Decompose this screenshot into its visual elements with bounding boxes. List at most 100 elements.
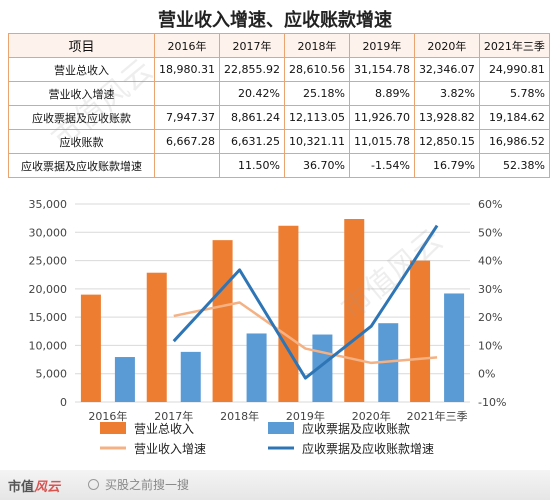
brand-logo[interactable]: 市值风云 xyxy=(8,476,60,495)
y-right-tick-label: 10% xyxy=(478,339,502,352)
table-cell: 3.82% xyxy=(413,81,480,106)
table-row-label: 营业收入增速 xyxy=(8,81,155,106)
data-table-wrap: 项目 2016年 2017年 2018年 2019年 2020年 2021年三季… xyxy=(8,33,550,178)
table-row: 应收票据及应收账款增速 11.50% 36.70% -1.54% 16.79% … xyxy=(8,153,550,178)
table-cell: 6,667.28 xyxy=(154,129,220,154)
y-left-tick-label: 10,000 xyxy=(29,339,68,352)
table-cell: 22,855.92 xyxy=(218,57,285,82)
bar-revenue xyxy=(344,219,365,402)
bar-revenue xyxy=(212,240,233,402)
table-cell: 32,346.07 xyxy=(413,57,480,82)
legend-label: 营业总收入 xyxy=(134,422,194,436)
search-placeholder: 买股之前搜一搜 xyxy=(105,478,190,492)
y-right-tick-label: 40% xyxy=(478,255,502,268)
table-cell: 18,980.31 xyxy=(154,57,220,82)
table-cell: -1.54% xyxy=(348,153,415,178)
table-cell: 36.70% xyxy=(283,153,350,178)
y-right-tick-label: 50% xyxy=(478,226,502,239)
table-cell: 10,321.11 xyxy=(283,129,350,154)
table-row: 营业收入增速 20.42% 25.18% 8.89% 3.82% 5.78% xyxy=(8,81,550,106)
legend-label: 营业收入增速 xyxy=(134,442,206,456)
table-cell: 12,113.05 xyxy=(283,105,350,130)
table-row-label: 应收账款 xyxy=(8,129,155,154)
x-tick-label: 2021年三季 xyxy=(407,409,468,423)
y-right-tick-label: 30% xyxy=(478,283,502,296)
table-row: 应收账款 6,667.28 6,631.25 10,321.11 11,015.… xyxy=(8,129,550,154)
x-tick-label: 2016年 xyxy=(88,409,127,423)
y-left-tick-label: 35,000 xyxy=(29,198,68,211)
table-row-label: 应收票据及应收账款 xyxy=(8,105,155,130)
table-cell: 25.18% xyxy=(283,81,350,106)
y-left-tick-label: 20,000 xyxy=(29,283,68,296)
y-right-tick-label: 0% xyxy=(478,368,495,381)
legend-label: 应收票据及应收账款增速 xyxy=(302,441,434,456)
table-cell: 19,184.62 xyxy=(478,105,550,130)
table-row-label: 营业总收入 xyxy=(8,57,155,82)
bar-revenue xyxy=(410,260,431,402)
y-right-tick-label: 60% xyxy=(478,198,502,211)
y-left-tick-label: 0 xyxy=(60,396,67,409)
table-header-cell: 项目 xyxy=(8,33,155,58)
table-cell xyxy=(154,81,220,106)
table-header-cell: 2017年 xyxy=(218,33,285,58)
table-header-cell: 2018年 xyxy=(283,33,350,58)
table-header-cell: 2021年三季 xyxy=(478,33,550,58)
legend-swatch xyxy=(268,422,294,434)
logo-main-text: 市值 xyxy=(8,480,35,495)
table-header-cell: 2016年 xyxy=(154,33,220,58)
y-right-tick-label: 20% xyxy=(478,311,502,324)
logo-accent-text: 风云 xyxy=(34,480,61,495)
bar-revenue xyxy=(146,272,167,402)
table-cell: 11.50% xyxy=(218,153,285,178)
bar-receivables xyxy=(180,351,201,402)
table-cell: 20.42% xyxy=(218,81,285,106)
y-left-tick-label: 30,000 xyxy=(29,226,68,239)
table-row: 应收票据及应收账款 7,947.37 8,861.24 12,113.05 11… xyxy=(8,105,550,130)
table-cell: 8.89% xyxy=(348,81,415,106)
table-cell: 31,154.78 xyxy=(348,57,415,82)
table-header-cell: 2019年 xyxy=(348,33,415,58)
table-cell: 5.78% xyxy=(478,81,550,106)
table-cell: 16.79% xyxy=(413,153,480,178)
search-box[interactable]: 买股之前搜一搜 xyxy=(88,476,189,493)
table-cell: 6,631.25 xyxy=(218,129,285,154)
legend-label: 应收票据及应收账款 xyxy=(302,421,410,436)
x-tick-label: 2020年 xyxy=(352,409,391,423)
y-right-tick-label: -10% xyxy=(478,396,506,409)
table-cell: 7,947.37 xyxy=(154,105,220,130)
table-cell: 11,926.70 xyxy=(348,105,415,130)
table-row: 营业总收入 18,980.31 22,855.92 28,610.56 31,1… xyxy=(8,57,550,82)
table-cell: 13,928.82 xyxy=(413,105,480,130)
table-cell: 8,861.24 xyxy=(218,105,285,130)
line-series-revenue-growth xyxy=(173,301,438,365)
y-left-tick-label: 15,000 xyxy=(29,311,68,324)
table-header-row: 项目 2016年 2017年 2018年 2019年 2020年 2021年三季 xyxy=(8,33,550,58)
table-cell: 11,015.78 xyxy=(348,129,415,154)
table-cell: 24,990.81 xyxy=(478,57,550,82)
page-title: 营业收入增速、应收账款增速 xyxy=(158,10,392,31)
bar-receivables xyxy=(114,357,135,402)
table-cell: 28,610.56 xyxy=(283,57,350,82)
table-cell: 52.38% xyxy=(478,153,550,178)
bar-receivables xyxy=(444,293,465,402)
table-cell: 16,986.52 xyxy=(478,129,550,154)
combo-chart: 0 5,000 10,000 15,000 20,000 25,000 30,000 35,0… xyxy=(0,190,550,466)
table-row-label: 应收票据及应收账款增速 xyxy=(8,153,155,178)
search-icon xyxy=(88,479,99,490)
chart-svg: 0 5,000 10,000 15,000 20,000 25,000 30,000 35,0… xyxy=(29,198,507,456)
x-tick-label: 2019年 xyxy=(286,409,325,423)
table-cell xyxy=(154,153,220,178)
bar-receivables xyxy=(312,334,333,402)
legend-swatch xyxy=(100,422,126,434)
y-left-tick-label: 25,000 xyxy=(29,255,68,268)
x-tick-label: 2018年 xyxy=(220,409,259,423)
y-left-tick-label: 5,000 xyxy=(36,368,68,381)
bar-receivables xyxy=(246,333,267,402)
data-table: 项目 2016年 2017年 2018年 2019年 2020年 2021年三季… xyxy=(8,33,550,178)
bar-revenue xyxy=(80,294,101,402)
footer-bar: 市值风云 买股之前搜一搜 xyxy=(0,470,550,500)
table-header-cell: 2020年 xyxy=(413,33,480,58)
line-series-receivables-growth xyxy=(172,224,439,380)
table-cell: 12,850.15 xyxy=(413,129,480,154)
bar-revenue xyxy=(278,225,299,402)
